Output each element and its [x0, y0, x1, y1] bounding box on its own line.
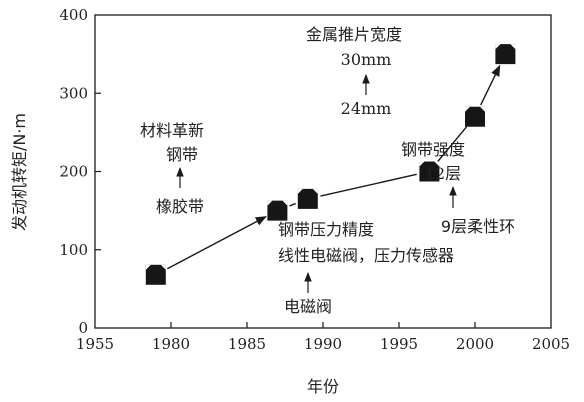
annotation-rubber: 橡胶带	[156, 197, 204, 216]
annotation-material-line2: 钢带	[166, 145, 198, 164]
x-tick-label: 1980	[152, 335, 190, 353]
x-tick-label: 1995	[380, 335, 418, 353]
series-layer	[145, 44, 516, 285]
y-axis-label: 发动机转矩/N·m	[10, 113, 29, 231]
series-segment	[166, 216, 267, 270]
y-tick-label: 300	[59, 84, 88, 102]
y-tick-label: 400	[59, 6, 88, 24]
annotation-material: 材料革新 钢带	[140, 121, 204, 164]
annotation-width-line2: 30mm	[341, 50, 392, 69]
series-segment	[480, 64, 501, 106]
annotation-pressure-line2: 线性电磁阀，压力传感器	[278, 246, 454, 265]
data-point	[297, 188, 318, 209]
data-point	[465, 106, 485, 127]
annotation-pressure: 钢带压力精度 线性电磁阀，压力传感器	[278, 220, 454, 265]
x-tick-label: 1955	[76, 335, 114, 353]
annotation-material-line1: 材料革新	[140, 121, 204, 140]
annotation-width-line1: 金属推片宽度	[306, 25, 402, 44]
series-segment	[289, 202, 296, 207]
x-tick-label: 1990	[304, 335, 342, 353]
x-tick-label: 1985	[228, 335, 266, 353]
annotation-solenoid: 电磁阀	[284, 297, 332, 316]
annotation-strength-line2: 12层	[425, 164, 461, 183]
data-point	[495, 44, 516, 65]
y-tick-label: 0	[78, 319, 88, 337]
annotation-pressure-line1: 钢带压力精度	[278, 220, 374, 239]
x-tick-label: 2005	[532, 335, 570, 353]
y-tick-label: 200	[59, 163, 88, 181]
annotation-strength-line1: 钢带强度	[401, 140, 465, 159]
annotation-strength: 钢带强度 12层	[401, 140, 465, 183]
x-axis-label: 年份	[307, 377, 339, 396]
annotation-width-24mm: 24mm	[341, 99, 392, 118]
x-tick-label: 2000	[456, 335, 494, 353]
data-point	[267, 200, 288, 221]
y-tick-label: 100	[59, 241, 88, 259]
series-segment	[320, 173, 417, 197]
data-point	[419, 161, 440, 182]
data-point	[145, 264, 166, 285]
series-segment	[437, 126, 468, 162]
axis-ticks: 1955 1980 1985 1990 1995 2000 2005 0 100 200 300 40…	[59, 6, 570, 353]
annotation-width: 金属推片宽度 30mm	[306, 25, 402, 69]
annotation-ring: 9层柔性环	[441, 217, 515, 236]
